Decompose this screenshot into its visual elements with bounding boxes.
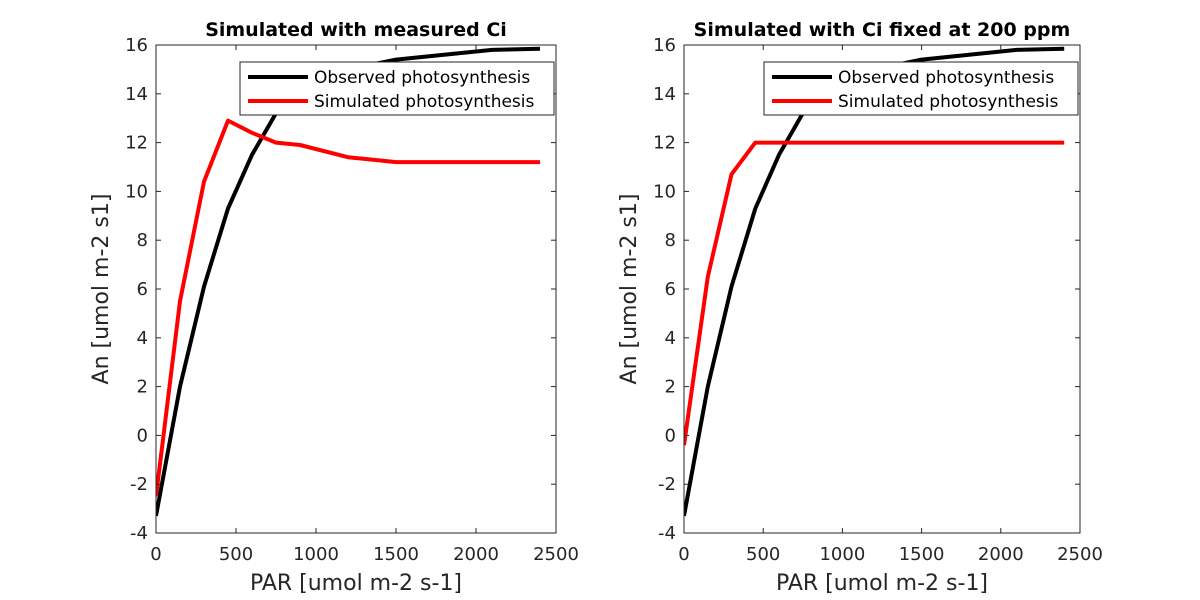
right-panel: 0 500 1000 1500 2000 2500 -4 -2 0 2 4 6 8 10 12 14 16 Sim… [617, 19, 1103, 596]
x-tick-label: 2000 [978, 544, 1024, 565]
y-tick-label: 10 [653, 181, 676, 202]
legend-label: Observed photosynthesis [838, 68, 1054, 88]
y-tick-label: 10 [125, 181, 148, 202]
y-tick-label: 6 [665, 279, 676, 300]
y-tick-label: 6 [137, 279, 148, 300]
y-axis-label: An [umol m-2 s1] [617, 194, 642, 385]
left-panel: 0 500 1000 1500 2000 2500 -4 -2 0 2 4 6 8 10 12 14 16 Sim… [89, 19, 579, 596]
y-tick-label: 14 [653, 84, 676, 105]
y-tick-label: 8 [665, 230, 676, 251]
y-tick-label: -2 [658, 474, 676, 495]
chart-title: Simulated with Ci fixed at 200 ppm [694, 19, 1071, 41]
x-axis-label: PAR [umol m-2 s-1] [250, 571, 462, 596]
x-tick-label: 2000 [453, 544, 499, 565]
x-tick-label: 500 [746, 544, 780, 565]
plot-area [684, 45, 1080, 533]
x-tick-label: 1500 [373, 544, 419, 565]
legend: Observed photosynthesis Simulated photosy… [763, 61, 1079, 116]
y-axis-label: An [umol m-2 s1] [89, 194, 114, 385]
series-line-simulated [156, 118, 540, 497]
y-tick-label: 16 [125, 35, 148, 56]
x-tick-label: 0 [150, 544, 161, 565]
y-tick-label: 2 [137, 377, 148, 398]
legend-box [763, 61, 1079, 116]
x-axis-label: PAR [umol m-2 s-1] [776, 571, 988, 596]
y-tick-label: 0 [665, 425, 676, 446]
y-tick-label: 14 [125, 84, 148, 105]
chart-title: Simulated with measured Ci [205, 19, 507, 41]
y-tick-label: 4 [665, 328, 676, 349]
legend-label: Observed photosynthesis [314, 68, 530, 88]
y-tick-label: 2 [665, 377, 676, 398]
y-tick-label: 8 [137, 230, 148, 251]
x-tick-label: 500 [219, 544, 253, 565]
plot-area [156, 45, 556, 533]
x-tick-label: 1000 [293, 544, 339, 565]
legend-label: Simulated photosynthesis [838, 92, 1059, 112]
legend: Observed photosynthesis Simulated photosy… [239, 61, 555, 116]
y-tick-label: 12 [125, 133, 148, 154]
y-tick-label: 16 [653, 35, 676, 56]
y-tick-label: -2 [130, 474, 148, 495]
x-tick-label: 2500 [1057, 544, 1103, 565]
y-tick-label: -4 [130, 523, 148, 544]
legend-label: Simulated photosynthesis [314, 92, 535, 112]
x-tick-label: 2500 [533, 544, 579, 565]
legend-box [239, 61, 555, 116]
series-line-simulated [684, 140, 1065, 446]
x-tick-label: 1500 [899, 544, 945, 565]
y-tick-label: 4 [137, 328, 148, 349]
y-tick-label: -4 [658, 523, 676, 544]
y-tick-label: 12 [653, 133, 676, 154]
x-tick-label: 0 [678, 544, 689, 565]
y-tick-label: 0 [137, 425, 148, 446]
x-tick-label: 1000 [819, 544, 865, 565]
